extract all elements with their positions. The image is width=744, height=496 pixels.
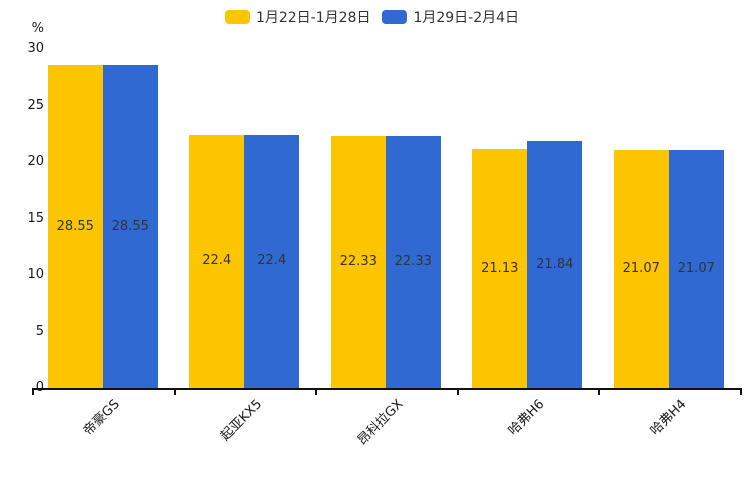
legend: 1月22日-1月28日 1月29日-2月4日 [0, 7, 744, 27]
x-category-label: 起亚KX5 [217, 396, 265, 444]
bar-week2 [527, 141, 583, 388]
y-tick-label: 30 [27, 41, 44, 56]
bar-week1 [472, 149, 528, 388]
legend-label-week1: 1月22日-1月28日 [255, 10, 371, 26]
bar-week1 [330, 135, 386, 388]
bar-value-label: 22.33 [394, 253, 432, 269]
x-category-label: 哈弗H4 [647, 396, 690, 439]
bar-week2 [244, 134, 300, 388]
y-tick-label: 10 [27, 267, 44, 282]
bar-value-label: 22.4 [257, 253, 287, 269]
bar-week1 [189, 134, 245, 388]
x-axis-tick [32, 390, 34, 395]
x-axis-tick [315, 390, 317, 395]
y-tick-label: 0 [0, 379, 44, 397]
x-axis-tick [456, 390, 459, 395]
x-axis-tick [739, 390, 742, 395]
bar-value-label: 21.07 [677, 260, 715, 276]
x-category-label: 昂科拉GX [354, 396, 407, 449]
legend-item-week2[interactable]: 1月29日-2月4日 [382, 7, 519, 27]
legend-item-week1[interactable]: 1月22日-1月28日 [224, 7, 371, 27]
bar-week2 [668, 149, 724, 388]
bar-week2 [102, 65, 158, 388]
x-category-label: 哈弗H6 [505, 396, 548, 439]
y-tick-label: 20 [27, 154, 44, 169]
bar-value-label: 28.55 [56, 218, 94, 234]
y-tick-label: 15 [27, 210, 44, 226]
legend-label-week2: 1月29日-2月4日 [413, 10, 520, 26]
y-tick-label: 5 [35, 323, 44, 339]
legend-swatch-blue-icon [382, 10, 408, 24]
legend-swatch-yellow-icon [224, 10, 250, 24]
bar-week1 [613, 149, 669, 388]
bar-week2 [385, 135, 441, 388]
x-category-label: 帝豪GS [81, 396, 124, 439]
bar-value-label: 28.55 [111, 218, 149, 234]
y-tick-label: 25 [27, 97, 44, 113]
x-axis-tick [173, 390, 176, 395]
y-axis-unit-label: % [31, 21, 44, 36]
bar-value-label: 22.4 [202, 253, 232, 269]
x-axis-line [32, 388, 742, 390]
bar-value-label: 21.07 [622, 260, 660, 276]
bar-week1 [47, 65, 103, 388]
bar-value-label: 21.84 [536, 256, 574, 272]
bar-value-label: 22.33 [339, 253, 377, 269]
bar-value-label: 21.13 [481, 260, 519, 276]
x-axis-tick [598, 390, 600, 395]
